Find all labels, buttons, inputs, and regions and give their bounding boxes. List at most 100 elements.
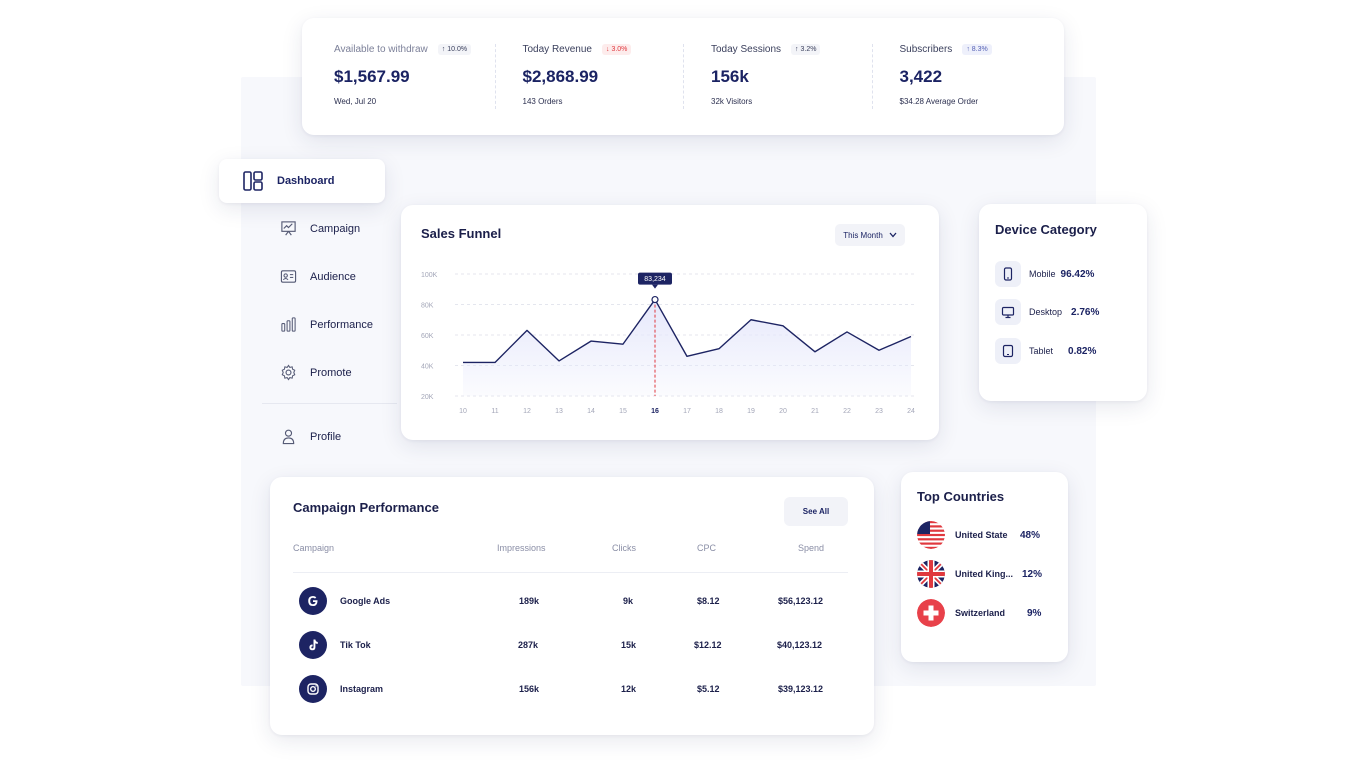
tooltip-pointer [652,284,658,289]
stat-sessions: Today Sessions ↑ 3.2% 156k 32k Visitors [683,18,872,135]
campaign-name: Instagram [340,684,384,694]
country-pct: 48% [1020,530,1041,541]
x-tick-label: 10 [459,408,467,415]
x-tick-label: 11 [491,408,498,415]
sidebar-item-audience[interactable]: Audience [280,268,356,285]
spend-value: $39,123.12 [778,684,824,694]
sidebar-item-promote[interactable]: Promote [280,364,352,381]
country-row: Switzerland 9% [917,599,1041,627]
x-tick-label: 17 [683,408,691,415]
presentation-icon [281,221,296,236]
campaign-name: Tik Tok [340,640,371,650]
x-tick-label: 14 [587,408,595,415]
device-row-mobile: Mobile 96.42% [995,261,1094,287]
stat-sub: $34.28 Average Order [899,97,979,106]
column-header-impressions: Impressions [497,543,546,553]
stat-revenue: Today Revenue ↓ 3.0% $2,868.99 143 Orders [494,18,684,135]
id-card-icon [280,270,297,283]
stat-label: Today Revenue [522,44,593,55]
y-tick-label: 60K [421,333,434,340]
campaign-performance-card: Campaign Performance See All Campaign Im… [270,477,874,735]
x-tick-label: 13 [555,408,563,415]
campaign-performance-title: Campaign Performance [293,500,439,515]
see-all-button[interactable]: See All [784,497,848,526]
top-countries-card: Top Countries United State 48% [901,472,1068,662]
chevron-down-icon [889,232,897,238]
sidebar-item-campaign[interactable]: Campaign [280,220,360,237]
uk-flag-icon [917,560,945,588]
stat-value: 156k [711,67,749,86]
stat-subscribers: Subscribers ↑ 8.3% 3,422 $34.28 Average O… [871,18,1061,135]
x-tick-label: 12 [523,408,531,415]
gear-icon [281,364,296,381]
sidebar-item-label: Campaign [310,222,361,235]
trend-badge: ↓ 3.0% [602,44,632,55]
tooltip-box [638,272,672,285]
device-row-desktop: Desktop 2.76% [995,299,1099,325]
column-header-cpc: CPC [697,543,717,553]
impressions-value: 156k [519,684,540,694]
x-tick-label: 22 [843,408,851,415]
y-tick-label: 20K [421,394,434,401]
sidebar-item-performance[interactable]: Performance [280,316,373,333]
cpc-value: $12.12 [694,640,722,650]
device-name: Desktop [1029,307,1063,317]
table-divider [293,572,848,573]
y-tick-label: 40K [421,364,434,371]
data-point-highlight [651,295,659,304]
table-row[interactable]: Tik Tok 287k 15k $12.12 $40,123.12 [270,631,874,661]
stat-available: Available to withdraw ↑ 10.0% $1,567.99 W… [306,18,495,135]
x-tick-label: 20 [779,408,787,415]
stat-label: Subscribers [899,44,953,55]
trend-badge: ↑ 8.3% [962,44,992,55]
sidebar-item-label: Profile [310,430,342,443]
table-row[interactable]: Instagram 156k 12k $5.12 $39,123.12 [270,675,874,705]
tablet-icon [995,338,1021,364]
device-pct: 0.82% [1068,345,1097,357]
us-flag-icon [917,521,945,549]
bar-chart-icon [281,317,296,332]
stat-sub: 32k Visitors [711,97,753,106]
sidebar-item-label: Performance [310,318,373,331]
sidebar-item-profile[interactable]: Profile [280,428,341,445]
top-countries-title: Top Countries [917,489,1005,504]
country-name: United State [955,530,1008,540]
cpc-value: $8.12 [697,596,720,606]
desktop-icon [995,299,1021,325]
x-tick-label: 18 [715,408,723,415]
device-row-tablet: Tablet 0.82% [995,338,1096,364]
country-row: United State 48% [917,521,1040,549]
device-category-title: Device Category [995,222,1097,237]
mobile-icon [995,261,1021,287]
user-icon [282,429,295,445]
clicks-value: 9k [623,596,634,606]
country-pct: 12% [1022,569,1043,580]
table-row[interactable]: Google Ads 189k 9k $8.12 $56,123.12 [270,587,874,617]
sales-funnel-title: Sales Funnel [421,226,502,241]
device-pct: 96.42% [1060,268,1095,280]
sales-funnel-card: Sales Funnel This Month 100K 80K 60K 40K 20K… [401,205,939,440]
period-dropdown-value: This Month [843,230,883,240]
device-category-card: Device Category Mobile 96.42% Desktop 2.… [979,204,1147,401]
spend-value: $56,123.12 [778,596,824,606]
period-dropdown[interactable]: This Month [835,224,905,246]
clicks-value: 12k [621,684,637,694]
tooltip-value: 83,234 [644,276,666,283]
clicks-value: 15k [621,640,637,650]
trend-badge: ↑ 10.0% [437,44,472,55]
sidebar-item-label: Promote [310,366,352,379]
instagram-icon [299,675,327,703]
area-fill [463,299,911,396]
google-icon [299,587,327,615]
device-name: Tablet [1029,346,1054,356]
stat-value: $2,868.99 [522,67,599,86]
sales-funnel-chart: 100K 80K 60K 40K 20K 10 11 12 13 14 15 16 17 18 19 20 21… [421,272,917,415]
device-name: Mobile [1029,269,1056,279]
stat-label: Today Sessions [711,44,782,55]
stat-sub: Wed, Jul 20 [334,97,377,106]
spend-value: $40,123.12 [777,640,823,650]
sidebar-item-dashboard[interactable]: Dashboard [219,159,385,203]
x-tick-label: 21 [811,408,819,415]
x-tick-label: 16 [651,408,659,415]
y-tick-label: 100K [421,272,438,279]
